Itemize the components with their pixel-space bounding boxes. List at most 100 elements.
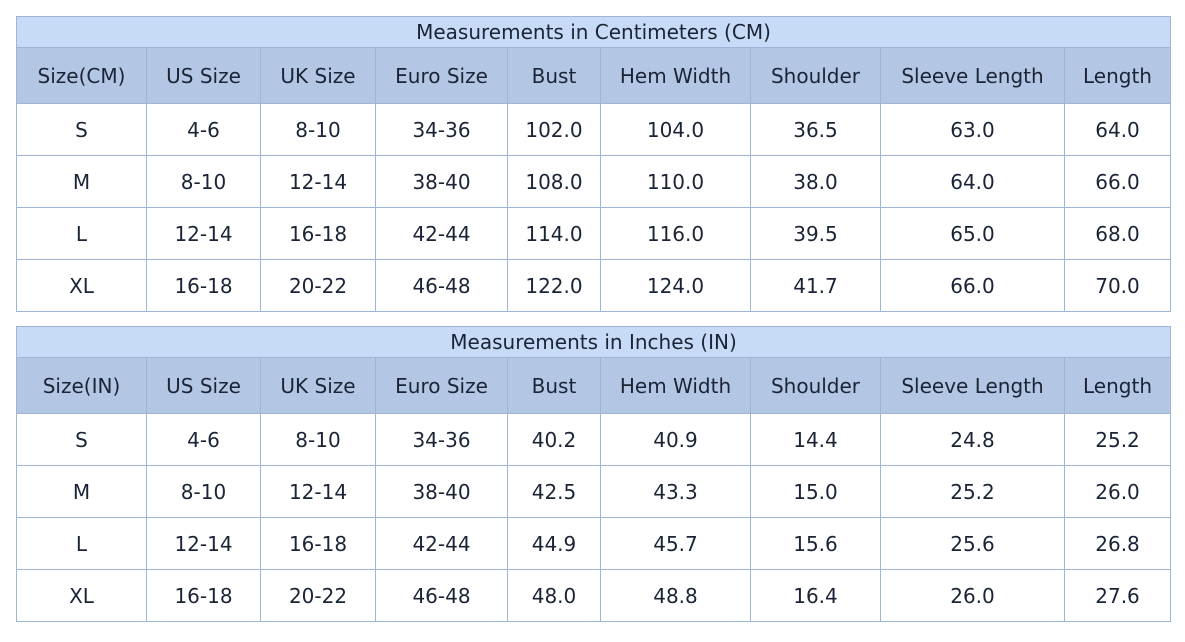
table-cell: 66.0 bbox=[880, 259, 1065, 312]
inches-table: Measurements in Inches (IN) Size(IN) US Si… bbox=[15, 326, 1172, 622]
column-header: Size(CM) bbox=[16, 47, 147, 104]
table-cell: 108.0 bbox=[507, 155, 601, 208]
table-row: XL 16-18 20-22 46-48 122.0 124.0 41.7 66.0 70.0 bbox=[16, 259, 1171, 312]
column-header: US Size bbox=[146, 47, 261, 104]
table-cell: 114.0 bbox=[507, 207, 601, 260]
table-cell: 24.8 bbox=[880, 413, 1065, 466]
table-cell: 14.4 bbox=[750, 413, 881, 466]
column-header: UK Size bbox=[260, 47, 376, 104]
table-cell: 25.2 bbox=[1063, 413, 1172, 466]
table-cell: 20-22 bbox=[260, 569, 376, 622]
table-cell: 12-14 bbox=[260, 465, 376, 518]
table-cell: 8-10 bbox=[260, 103, 376, 156]
table-row: L 12-14 16-18 42-44 114.0 116.0 39.5 65.0 68.0 bbox=[16, 207, 1171, 260]
table-cell: 26.0 bbox=[880, 569, 1065, 622]
table-cell: 41.7 bbox=[750, 259, 881, 312]
table-cell: 46-48 bbox=[375, 569, 508, 622]
table-cell: 68.0 bbox=[1064, 207, 1171, 260]
table-cell: M bbox=[16, 155, 147, 208]
column-header: Sleeve Length bbox=[880, 357, 1065, 414]
table-row: XL 16-18 20-22 46-48 48.0 48.8 16.4 26.0 27.6 bbox=[16, 569, 1172, 622]
table-cell: 42-44 bbox=[375, 517, 508, 570]
table-cell: 110.0 bbox=[600, 155, 751, 208]
table-cell: M bbox=[16, 465, 147, 518]
table-cell: 38-40 bbox=[375, 465, 508, 518]
column-header: Euro Size bbox=[375, 357, 508, 414]
table-cell: XL bbox=[16, 259, 147, 312]
table-cell: 26.0 bbox=[1063, 465, 1172, 518]
column-header: Size(IN) bbox=[16, 357, 147, 414]
table-cell: 45.7 bbox=[600, 517, 751, 570]
table-cell: S bbox=[16, 413, 147, 466]
table-cell: 16-18 bbox=[146, 569, 261, 622]
column-header: Euro Size bbox=[375, 47, 508, 104]
table-cell: 102.0 bbox=[507, 103, 601, 156]
column-header: Shoulder bbox=[750, 47, 881, 104]
table-cell: 124.0 bbox=[600, 259, 751, 312]
table-cell: 8-10 bbox=[146, 155, 261, 208]
table-cell: 43.3 bbox=[600, 465, 751, 518]
table-cell: 4-6 bbox=[146, 103, 261, 156]
table-cell: 38.0 bbox=[750, 155, 881, 208]
table-cell: 104.0 bbox=[600, 103, 751, 156]
table-cell: 16.4 bbox=[750, 569, 881, 622]
table-cell: L bbox=[16, 517, 147, 570]
centimeters-table: Measurements in Centimeters (CM) Size(CM)… bbox=[16, 16, 1171, 312]
column-header: Bust bbox=[507, 47, 601, 104]
table-row: M 8-10 12-14 38-40 42.5 43.3 15.0 25.2 26.0 bbox=[16, 465, 1172, 518]
table-cell: 48.0 bbox=[507, 569, 601, 622]
table-cell: 26.8 bbox=[1063, 517, 1172, 570]
column-header: US Size bbox=[146, 357, 261, 414]
table-cell: 15.6 bbox=[750, 517, 881, 570]
table-cell: 16-18 bbox=[260, 207, 376, 260]
table-cell: 42-44 bbox=[375, 207, 508, 260]
table-cell: 39.5 bbox=[750, 207, 881, 260]
table-row: S 4-6 8-10 34-36 102.0 104.0 36.5 63.0 64.0 bbox=[16, 103, 1171, 156]
table-cell: 25.2 bbox=[880, 465, 1065, 518]
table-cell: L bbox=[16, 207, 147, 260]
table-cell: 36.5 bbox=[750, 103, 881, 156]
column-header: Hem Width bbox=[600, 357, 751, 414]
table-cell: 64.0 bbox=[1064, 103, 1171, 156]
table-cell: S bbox=[16, 103, 147, 156]
table-cell: 15.0 bbox=[750, 465, 881, 518]
table-cell: 16-18 bbox=[260, 517, 376, 570]
table-cell: 40.9 bbox=[600, 413, 751, 466]
table-cell: 27.6 bbox=[1063, 569, 1172, 622]
table-cell: 34-36 bbox=[375, 413, 508, 466]
table-cell: 16-18 bbox=[146, 259, 261, 312]
table-title: Measurements in Centimeters (CM) bbox=[16, 16, 1171, 48]
table-row: L 12-14 16-18 42-44 44.9 45.7 15.6 25.6 26.8 bbox=[16, 517, 1172, 570]
column-header: Sleeve Length bbox=[880, 47, 1065, 104]
table-cell: 20-22 bbox=[260, 259, 376, 312]
column-header: Bust bbox=[507, 357, 601, 414]
table-cell: 122.0 bbox=[507, 259, 601, 312]
column-header: Length bbox=[1064, 47, 1171, 104]
table-cell: 40.2 bbox=[507, 413, 601, 466]
table-title: Measurements in Inches (IN) bbox=[15, 326, 1172, 358]
table-cell: 116.0 bbox=[600, 207, 751, 260]
table-cell: 63.0 bbox=[880, 103, 1065, 156]
table-cell: 64.0 bbox=[880, 155, 1065, 208]
table-cell: 42.5 bbox=[507, 465, 601, 518]
column-header: Length bbox=[1063, 357, 1172, 414]
table-cell: 46-48 bbox=[375, 259, 508, 312]
table-row: M 8-10 12-14 38-40 108.0 110.0 38.0 64.0 66.0 bbox=[16, 155, 1171, 208]
table-cell: 12-14 bbox=[146, 517, 261, 570]
table-cell: 65.0 bbox=[880, 207, 1065, 260]
table-cell: 38-40 bbox=[375, 155, 508, 208]
table-cell: 4-6 bbox=[146, 413, 261, 466]
table-cell: 48.8 bbox=[600, 569, 751, 622]
table-cell: XL bbox=[16, 569, 147, 622]
table-cell: 34-36 bbox=[375, 103, 508, 156]
table-cell: 12-14 bbox=[260, 155, 376, 208]
table-cell: 12-14 bbox=[146, 207, 261, 260]
table-cell: 25.6 bbox=[880, 517, 1065, 570]
column-header: UK Size bbox=[260, 357, 376, 414]
table-cell: 66.0 bbox=[1064, 155, 1171, 208]
table-cell: 8-10 bbox=[260, 413, 376, 466]
table-cell: 44.9 bbox=[507, 517, 601, 570]
table-cell: 70.0 bbox=[1064, 259, 1171, 312]
column-header: Hem Width bbox=[600, 47, 751, 104]
table-cell: 8-10 bbox=[146, 465, 261, 518]
